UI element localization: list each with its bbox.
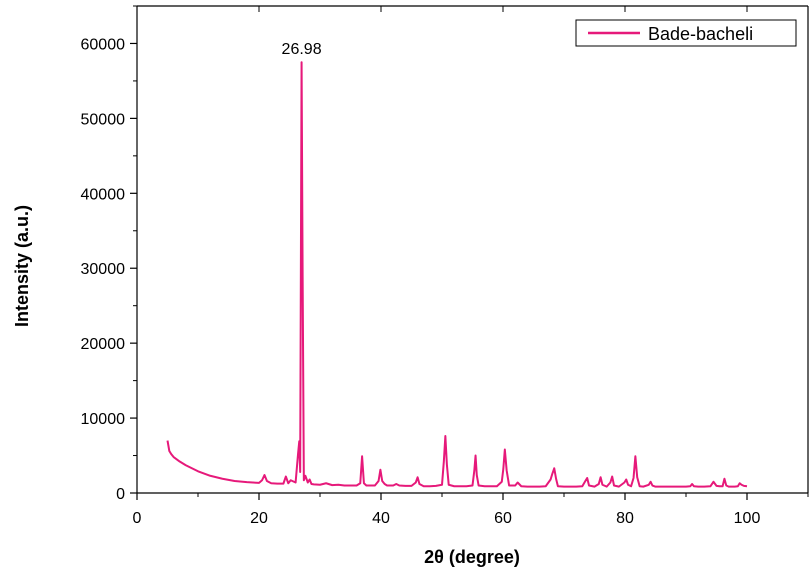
y-tick-label: 50000 — [81, 111, 126, 128]
y-tick-label: 60000 — [81, 36, 126, 53]
y-ticks — [130, 5, 137, 494]
legend: Bade-bacheli — [575, 19, 797, 47]
x-tick-label: 60 — [494, 510, 512, 527]
x-tick-label: 0 — [133, 510, 142, 527]
y-tick-label: 10000 — [81, 411, 126, 428]
peak-annotation: 26.98 — [282, 41, 322, 58]
plot-frame — [136, 5, 809, 494]
y-tick-label: 30000 — [81, 261, 126, 278]
y-tick-labels: 0 10000 20000 30000 40000 50000 60000 — [81, 36, 126, 503]
y-axis-title: Intensity (a.u.) — [12, 205, 32, 327]
x-tick-label: 20 — [250, 510, 268, 527]
x-tick-label: 40 — [372, 510, 390, 527]
x-ticks — [136, 6, 809, 500]
y-tick-label: 40000 — [81, 186, 126, 203]
y-tick-label: 20000 — [81, 336, 126, 353]
y-tick-label: 0 — [116, 486, 125, 503]
legend-label: Bade-bacheli — [648, 24, 753, 44]
x-tick-labels: 0 20 40 60 80 100 — [133, 510, 761, 527]
x-tick-label: 80 — [616, 510, 634, 527]
series-line-bade-bacheli — [166, 61, 748, 488]
series-layer — [166, 61, 748, 488]
x-tick-label: 100 — [734, 510, 761, 527]
x-axis-title: 2θ (degree) — [424, 547, 520, 567]
annotation-layer: 26.98 — [282, 41, 322, 58]
